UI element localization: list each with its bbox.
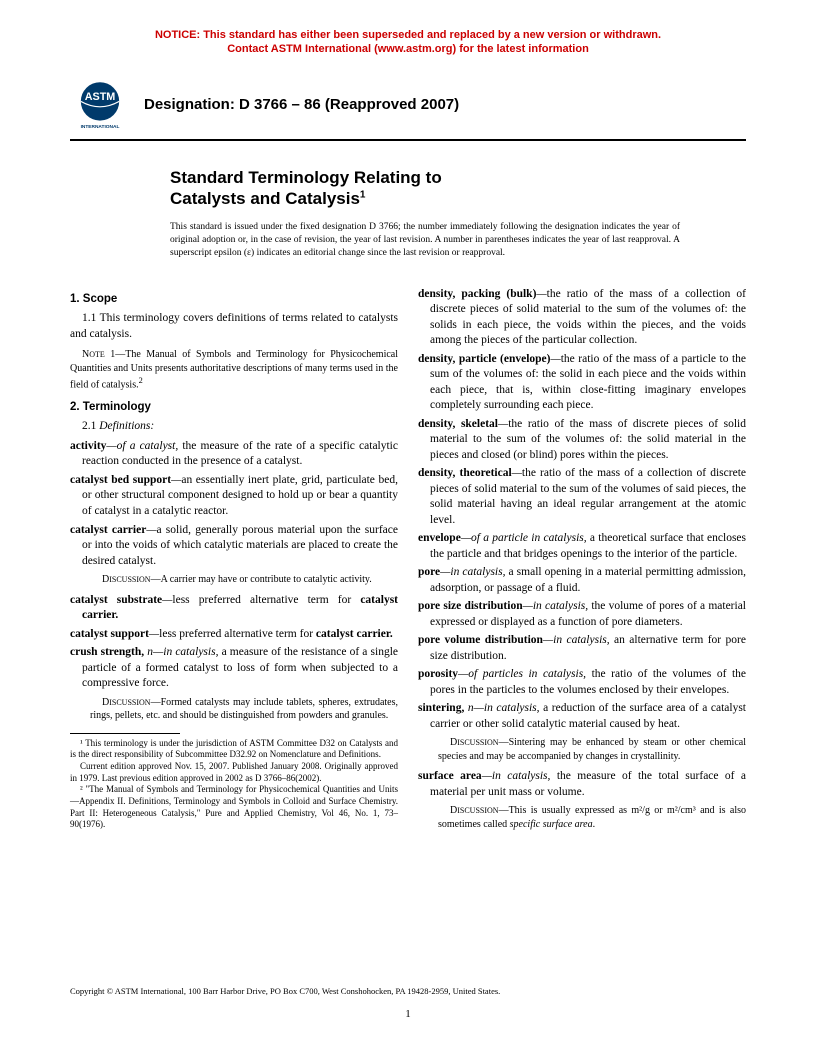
header: ASTM INTERNATIONAL Designation: D 3766 –…	[0, 57, 816, 139]
svg-text:INTERNATIONAL: INTERNATIONAL	[81, 123, 120, 129]
definition: density, particle (envelope)—the ratio o…	[418, 352, 746, 414]
issue-note: This standard is issued under the fixed …	[170, 221, 680, 259]
header-rule	[70, 139, 746, 141]
definition: crush strength, n—in catalysis, a measur…	[70, 645, 398, 692]
title-line1: Standard Terminology Relating to	[170, 168, 442, 187]
title-block: Standard Terminology Relating to Catalys…	[170, 167, 710, 260]
definition: catalyst substrate—less preferred altern…	[70, 593, 398, 624]
definition: density, packing (bulk)—the ratio of the…	[418, 287, 746, 349]
footnote-rule	[70, 733, 180, 734]
definition: sintering, n—in catalysis, a reduction o…	[418, 701, 746, 732]
notice-banner: NOTICE: This standard has either been su…	[0, 0, 816, 57]
definition: envelope—of a particle in catalysis, a t…	[418, 531, 746, 562]
astm-logo-icon: ASTM INTERNATIONAL	[70, 75, 130, 135]
definition: pore—in catalysis, a small opening in a …	[418, 565, 746, 596]
doc-title: Standard Terminology Relating to Catalys…	[170, 167, 710, 210]
discussion-surface-area: DISCUSSION—This is usually expressed as …	[438, 804, 746, 831]
discussion-carrier: DISCUSSION—A carrier may have or contrib…	[90, 573, 398, 587]
designation: Designation: D 3766 – 86 (Reapproved 200…	[144, 96, 459, 113]
scope-para: 1.1 This terminology covers definitions …	[70, 311, 398, 342]
terminology-head: 2. Terminology	[70, 400, 398, 416]
definition: catalyst carrier—a solid, generally poro…	[70, 523, 398, 570]
copyright: Copyright © ASTM International, 100 Barr…	[70, 986, 500, 996]
note1: NOTE 1—The Manual of Symbols and Termino…	[70, 348, 398, 392]
discussion-sintering: DISCUSSION—Sintering may be enhanced by …	[438, 736, 746, 763]
scope-head: 1. Scope	[70, 292, 398, 308]
page-number: 1	[0, 1008, 816, 1020]
definition: porosity—of particles in catalysis, the …	[418, 667, 746, 698]
title-line2: Catalysts and Catalysis	[170, 189, 360, 208]
discussion-crush: DISCUSSION—Formed catalysts may include …	[90, 696, 398, 723]
definition: catalyst support—less preferred alternat…	[70, 627, 398, 643]
right-column: density, packing (bulk)—the ratio of the…	[418, 284, 746, 838]
definition: pore volume distribution—in catalysis, a…	[418, 633, 746, 664]
footnote-1: ¹ This terminology is under the jurisdic…	[70, 738, 398, 761]
left-column: 1. Scope 1.1 This terminology covers def…	[70, 284, 398, 838]
title-sup: 1	[360, 189, 366, 200]
definition: catalyst bed support—an essentially iner…	[70, 473, 398, 520]
left-defs2: catalyst substrate—less preferred altern…	[70, 593, 398, 692]
footnote-2: ² "The Manual of Symbols and Terminology…	[70, 784, 398, 831]
footnote-1b: Current edition approved Nov. 15, 2007. …	[70, 761, 398, 784]
right-defs: density, packing (bulk)—the ratio of the…	[418, 287, 746, 733]
svg-text:ASTM: ASTM	[85, 91, 116, 103]
notice-line2: Contact ASTM International (www.astm.org…	[227, 43, 589, 55]
body-columns: 1. Scope 1.1 This terminology covers def…	[70, 284, 746, 838]
definition: density, skeletal—the ratio of the mass …	[418, 417, 746, 464]
definition: surface area—in catalysis, the measure o…	[418, 769, 746, 800]
definitions-head: 2.1 Definitions:	[70, 419, 398, 435]
left-defs: activity—of a catalyst, the measure of t…	[70, 439, 398, 569]
right-defs2: surface area—in catalysis, the measure o…	[418, 769, 746, 800]
notice-line1: NOTICE: This standard has either been su…	[155, 29, 661, 41]
definition: density, theoretical—the ratio of the ma…	[418, 466, 746, 528]
definition: pore size distribution—in catalysis, the…	[418, 599, 746, 630]
definition: activity—of a catalyst, the measure of t…	[70, 439, 398, 470]
